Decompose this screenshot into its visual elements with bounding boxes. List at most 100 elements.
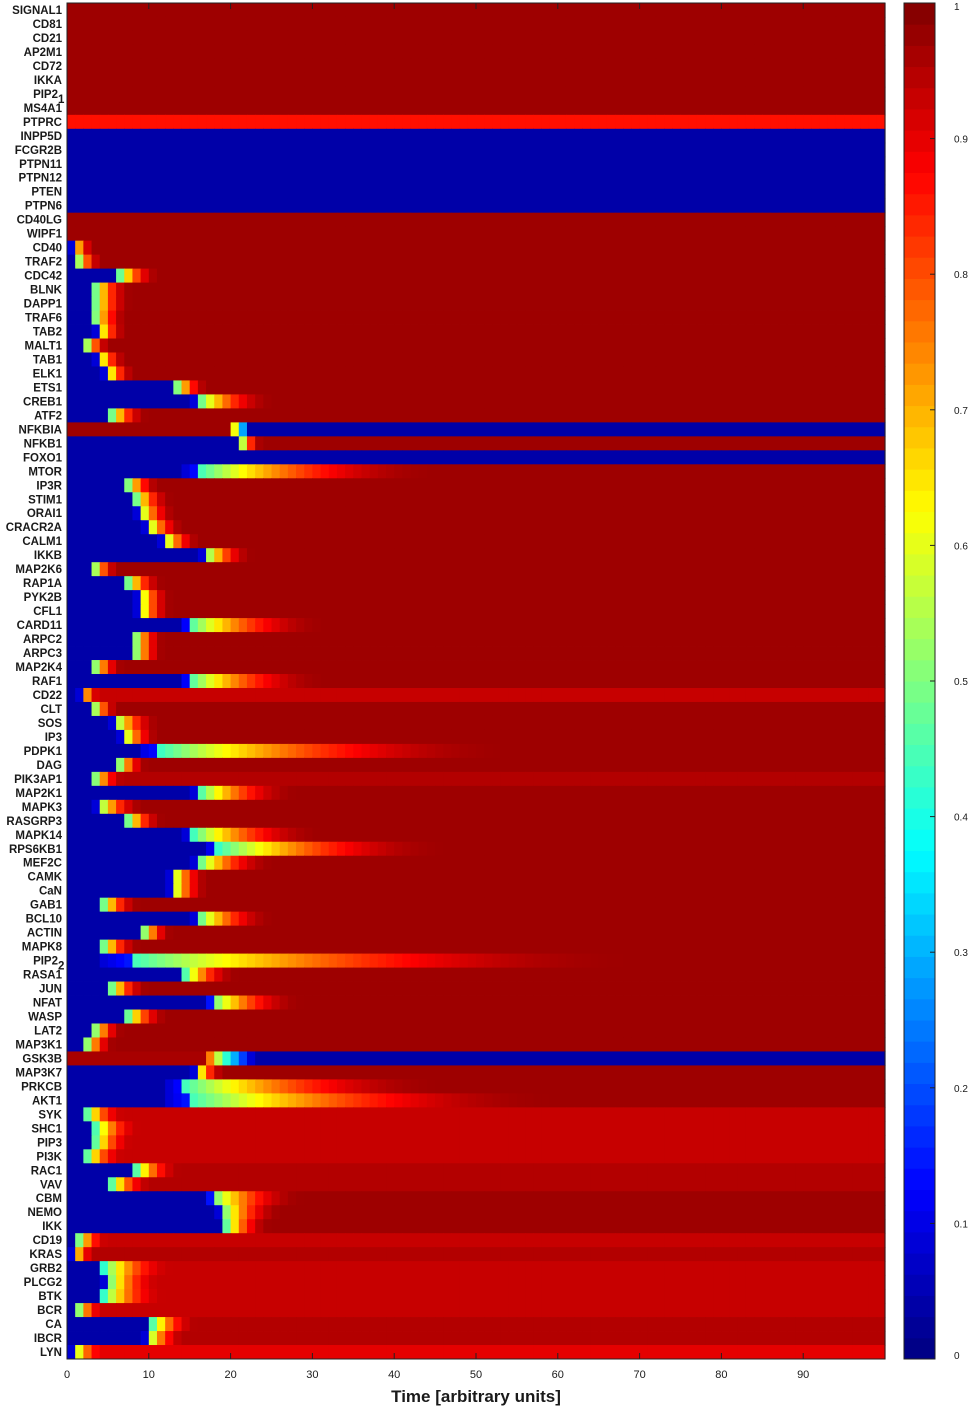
heatmap-cell xyxy=(410,184,420,200)
heatmap-cell xyxy=(336,282,346,297)
heatmap-cell xyxy=(67,72,76,88)
heatmap-cell xyxy=(83,492,93,507)
heatmap-cell xyxy=(181,58,191,74)
heatmap-cell xyxy=(754,128,763,144)
heatmap-cell xyxy=(394,687,403,703)
heatmap-cell xyxy=(353,128,363,144)
heatmap-cell xyxy=(500,646,510,661)
heatmap-cell xyxy=(705,520,714,535)
heatmap-cell xyxy=(639,86,649,102)
heatmap-cell xyxy=(598,86,608,102)
heatmap-cell xyxy=(721,240,731,256)
heatmap-cell xyxy=(705,184,714,200)
heatmap-cell xyxy=(435,492,444,507)
heatmap-cell xyxy=(304,226,313,242)
heatmap-cell xyxy=(754,478,763,493)
heatmap-cell xyxy=(582,506,592,521)
heatmap-cell xyxy=(238,254,248,270)
heatmap-cell xyxy=(336,254,346,270)
heatmap-cell xyxy=(868,492,878,507)
heatmap-cell xyxy=(745,478,755,493)
heatmap-row xyxy=(67,394,886,409)
heatmap-cell xyxy=(827,660,837,675)
heatmap-cell xyxy=(148,548,158,563)
heatmap-cell xyxy=(173,156,183,172)
heatmap-cell xyxy=(533,562,543,577)
heatmap-cell xyxy=(737,240,747,256)
heatmap-cell xyxy=(582,548,592,563)
heatmap-cell xyxy=(574,170,583,186)
heatmap-cell xyxy=(655,408,665,423)
heatmap-cell xyxy=(156,338,166,353)
heatmap-cell xyxy=(345,687,354,703)
heatmap-cell xyxy=(156,16,166,32)
heatmap-cell xyxy=(116,198,125,214)
heatmap-cell xyxy=(598,506,608,521)
heatmap-cell xyxy=(664,170,673,186)
heatmap-cell xyxy=(754,646,763,661)
heatmap-cell xyxy=(533,86,543,102)
heatmap-cell xyxy=(148,478,158,493)
heatmap-cell xyxy=(623,30,633,46)
heatmap-cell xyxy=(255,660,264,675)
heatmap-cell xyxy=(533,506,543,521)
heatmap-cell xyxy=(492,646,502,661)
heatmap-cell xyxy=(484,436,493,451)
heatmap-cell xyxy=(132,268,142,283)
heatmap-cell xyxy=(116,660,125,675)
heatmap-cell xyxy=(246,226,256,242)
heatmap-cell xyxy=(786,142,796,158)
heatmap-cell xyxy=(75,226,84,242)
heatmap-cell xyxy=(156,240,166,256)
heatmap-cell xyxy=(124,296,134,311)
heatmap-cell xyxy=(631,534,641,549)
heatmap-cell xyxy=(729,506,739,521)
heatmap-cell xyxy=(549,100,559,116)
heatmap-cell xyxy=(688,394,698,409)
heatmap-cell xyxy=(402,324,412,339)
heatmap-cell xyxy=(655,128,665,144)
heatmap-cell xyxy=(811,226,821,242)
heatmap-cell xyxy=(189,506,199,521)
heatmap-cell xyxy=(451,618,461,633)
heatmap-cell xyxy=(296,212,305,228)
heatmap-cell xyxy=(271,3,281,18)
heatmap-cell xyxy=(369,198,379,214)
heatmap-cell xyxy=(672,254,682,270)
heatmap-cell xyxy=(565,310,575,325)
heatmap-cell xyxy=(287,212,297,228)
heatmap-cell xyxy=(852,58,862,74)
heatmap-cell xyxy=(312,268,322,283)
heatmap-cell xyxy=(156,3,166,18)
heatmap-cell xyxy=(819,226,829,242)
heatmap-cell xyxy=(165,58,174,74)
heatmap-cell xyxy=(206,156,215,172)
heatmap-cell xyxy=(541,450,551,465)
heatmap-cell xyxy=(745,618,755,633)
heatmap-cell xyxy=(631,324,641,339)
heatmap-cell xyxy=(361,492,371,507)
heatmap-cell xyxy=(83,58,93,74)
heatmap-cell xyxy=(664,492,673,507)
heatmap-cell xyxy=(255,212,264,228)
heatmap-cell xyxy=(844,674,853,689)
heatmap-cell xyxy=(116,436,125,451)
heatmap-cell xyxy=(803,422,812,437)
heatmap-cell xyxy=(811,268,821,283)
heatmap-cell xyxy=(402,170,412,186)
heatmap-cell xyxy=(116,128,125,144)
heatmap-cell xyxy=(786,198,796,214)
heatmap-cell xyxy=(770,646,780,661)
heatmap-cell xyxy=(549,674,559,689)
heatmap-cell xyxy=(484,394,493,409)
heatmap-cell xyxy=(435,100,444,116)
heatmap-cell xyxy=(148,114,158,130)
heatmap-cell xyxy=(770,338,780,353)
heatmap-cell xyxy=(631,268,641,283)
heatmap-cell xyxy=(745,128,755,144)
heatmap-cell xyxy=(124,534,134,549)
heatmap-cell xyxy=(647,240,657,256)
heatmap-cell xyxy=(402,226,412,242)
heatmap-cell xyxy=(361,44,371,60)
heatmap-cell xyxy=(189,394,199,409)
